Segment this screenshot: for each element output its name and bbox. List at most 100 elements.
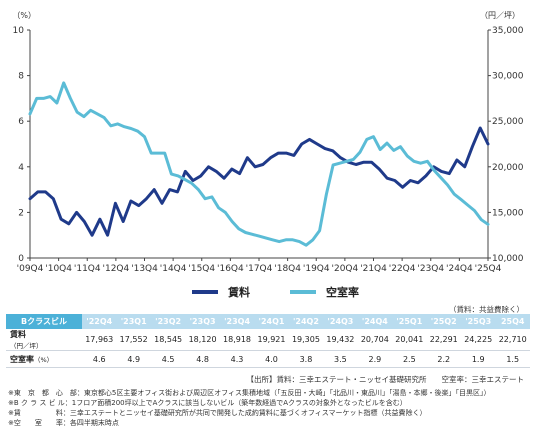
table-cell-vacancy: 1.9 <box>460 350 496 368</box>
table-header-cell: '22Q4 <box>82 314 117 329</box>
x-tick-label: '16Q4 <box>217 264 244 274</box>
x-axis-ticks: '09Q4'10Q4'11Q4'12Q4'13Q4'14Q4'15Q4'16Q4… <box>17 258 502 274</box>
table-header-cell: '23Q2 <box>150 314 186 329</box>
table-cell-vacancy: 4.9 <box>116 350 151 368</box>
table-note: （賃料：共益費除く） <box>449 305 524 314</box>
right-tick-label: 15,000 <box>492 208 524 218</box>
row-unit-rent: （円／坪） <box>10 342 43 350</box>
table-header-cell: 25Q4 <box>495 314 530 329</box>
x-tick-label: '17Q4 <box>246 264 273 274</box>
table-cell-vacancy: 2.2 <box>426 350 461 368</box>
table-header-cell: '25Q1 <box>392 314 427 329</box>
table-cell-vacancy: 1.5 <box>495 350 530 368</box>
x-tick-label: '25Q4 <box>475 264 502 274</box>
x-tick-label: '15Q4 <box>188 264 215 274</box>
table-header-cell: '25Q3 <box>460 314 496 329</box>
table-cell-vacancy: 2.9 <box>357 350 393 368</box>
table-header-cell: '24Q3 <box>323 314 358 329</box>
table-row-vacancy: 空室率（%） 4.6 4.9 4.5 4.8 4.3 4.0 3.8 3.5 2.9 2.5 2.2… <box>6 350 530 368</box>
table-cell-vacancy: 2.5 <box>392 350 427 368</box>
x-tick-label: '12Q4 <box>103 264 130 274</box>
table-cell-rent: 20,704 <box>357 329 393 351</box>
table-cell-rent: 18,545 <box>150 329 186 351</box>
left-axis-ticks: 0 2 4 6 8 10 <box>13 26 30 264</box>
x-tick-label: '09Q4 <box>17 264 44 274</box>
table-cell-rent: 19,921 <box>254 329 289 351</box>
left-tick-label: 4 <box>18 163 24 173</box>
legend-swatch-vacancy <box>290 290 316 294</box>
series-line-rent <box>28 126 490 237</box>
right-tick-label: 20,000 <box>492 163 524 173</box>
right-tick-label: 25,000 <box>492 117 524 127</box>
x-tick-label: '11Q4 <box>74 264 101 274</box>
right-axis-unit: （円／坪） <box>480 11 520 20</box>
table-cell-rent: 18,120 <box>185 329 220 351</box>
table-header-cell: '24Q1 <box>254 314 289 329</box>
table-header-cell: '23Q1 <box>116 314 151 329</box>
table-cell-vacancy: 4.0 <box>254 350 289 368</box>
table-header-cell: '24Q2 <box>288 314 324 329</box>
table-cell-rent: 18,918 <box>219 329 255 351</box>
left-tick-label: 8 <box>18 72 24 82</box>
right-tick-label: 35,000 <box>492 26 524 36</box>
left-tick-label: 2 <box>18 208 24 218</box>
table-header-row: Bクラスビル '22Q4'23Q1'23Q2'23Q3'23Q4'24Q1'24… <box>6 314 530 329</box>
table-header-label: Bクラスビル <box>6 314 82 329</box>
table-header-cell: '23Q3 <box>185 314 220 329</box>
x-tick-label: '19Q4 <box>303 264 330 274</box>
table-cell-vacancy: 4.6 <box>82 350 117 368</box>
table-cell-rent: 24,225 <box>460 329 496 351</box>
table-cell-rent: 17,552 <box>116 329 151 351</box>
table-cell-vacancy: 4.8 <box>185 350 220 368</box>
table-cell-rent: 20,041 <box>392 329 427 351</box>
x-tick-label: '24Q4 <box>446 264 473 274</box>
right-tick-label: 10,000 <box>492 254 524 264</box>
source-note: 【出所】賃料：三幸エステート・ニッセイ基礎研究所 空室率：三幸エステート <box>246 375 525 384</box>
series-lines <box>28 81 490 247</box>
x-tick-label: '23Q4 <box>417 264 444 274</box>
legend-item-rent: 賃料 <box>192 284 250 300</box>
legend-label-rent: 賃料 <box>228 286 250 299</box>
right-tick-label: 30,000 <box>492 72 524 82</box>
x-tick-label: '13Q4 <box>131 264 158 274</box>
table-cell-vacancy: 4.3 <box>219 350 255 368</box>
table-header-cell: '25Q2 <box>426 314 461 329</box>
left-axis-unit: （%） <box>12 11 36 20</box>
legend-swatch-rent <box>192 290 218 294</box>
row-label-vacancy-text: 空室率 <box>10 354 34 364</box>
x-tick-label: '20Q4 <box>332 264 359 274</box>
legend-item-vacancy: 空室率 <box>290 284 359 300</box>
line-chart: （%） （円／坪） 0 2 4 6 8 10 10,000 15,000 20,000 25,0… <box>12 11 524 274</box>
footnote-line: ※賃 料：三幸エステートとニッセイ基礎研究所が共同で開発した成約賃料に基づくオフ… <box>8 409 427 417</box>
table-cell-rent: 22,291 <box>426 329 461 351</box>
row-label-vacancy: 空室率（%） <box>6 350 82 368</box>
legend-label-vacancy: 空室率 <box>326 286 359 299</box>
footnote-line: ※空 室 率：各四半期末時点 <box>8 419 119 427</box>
series-line-vacancy <box>28 81 490 247</box>
left-tick-label: 0 <box>18 254 24 264</box>
data-table: Bクラスビル '22Q4'23Q1'23Q2'23Q3'23Q4'24Q1'24… <box>6 314 530 368</box>
footnote-line: ※B ク ラ ス ビ ル：1フロア面積200坪以上でAクラスに該当しないビル（築… <box>8 399 407 407</box>
table-cell-vacancy: 3.5 <box>323 350 358 368</box>
footnote-line: ※東 京 都 心 部：東京都心5区主要オフィス街および周辺区オフィス集積地域（「… <box>8 389 491 397</box>
row-label-rent-text: 賃料 <box>10 330 26 339</box>
legend: 賃料 空室率 <box>0 284 536 300</box>
table-cell-vacancy: 3.8 <box>288 350 324 368</box>
x-tick-label: '21Q4 <box>360 264 387 274</box>
table-cell-vacancy: 4.5 <box>150 350 186 368</box>
table-cell-rent: 19,432 <box>323 329 358 351</box>
x-tick-label: '18Q4 <box>274 264 301 274</box>
row-unit-vacancy: （%） <box>34 355 54 364</box>
x-tick-label: '22Q4 <box>389 264 416 274</box>
table-cell-rent: 19,305 <box>288 329 324 351</box>
table-row-rent: 賃料 （円／坪） 17,963 17,552 18,545 18,120 18,918 19… <box>6 329 530 351</box>
table-header-cell: '24Q4 <box>357 314 393 329</box>
x-tick-label: '14Q4 <box>160 264 187 274</box>
left-tick-label: 10 <box>13 26 25 36</box>
footnotes: ※東 京 都 心 部：東京都心5区主要オフィス街および周辺区オフィス集積地域（「… <box>8 388 532 428</box>
right-axis-ticks: 10,000 15,000 20,000 25,000 30,000 35,000 <box>488 26 524 264</box>
table-cell-rent: 17,963 <box>82 329 117 351</box>
left-tick-label: 6 <box>18 117 24 127</box>
row-label-rent: 賃料 （円／坪） <box>6 329 82 351</box>
table-cell-rent: 22,710 <box>495 329 530 351</box>
